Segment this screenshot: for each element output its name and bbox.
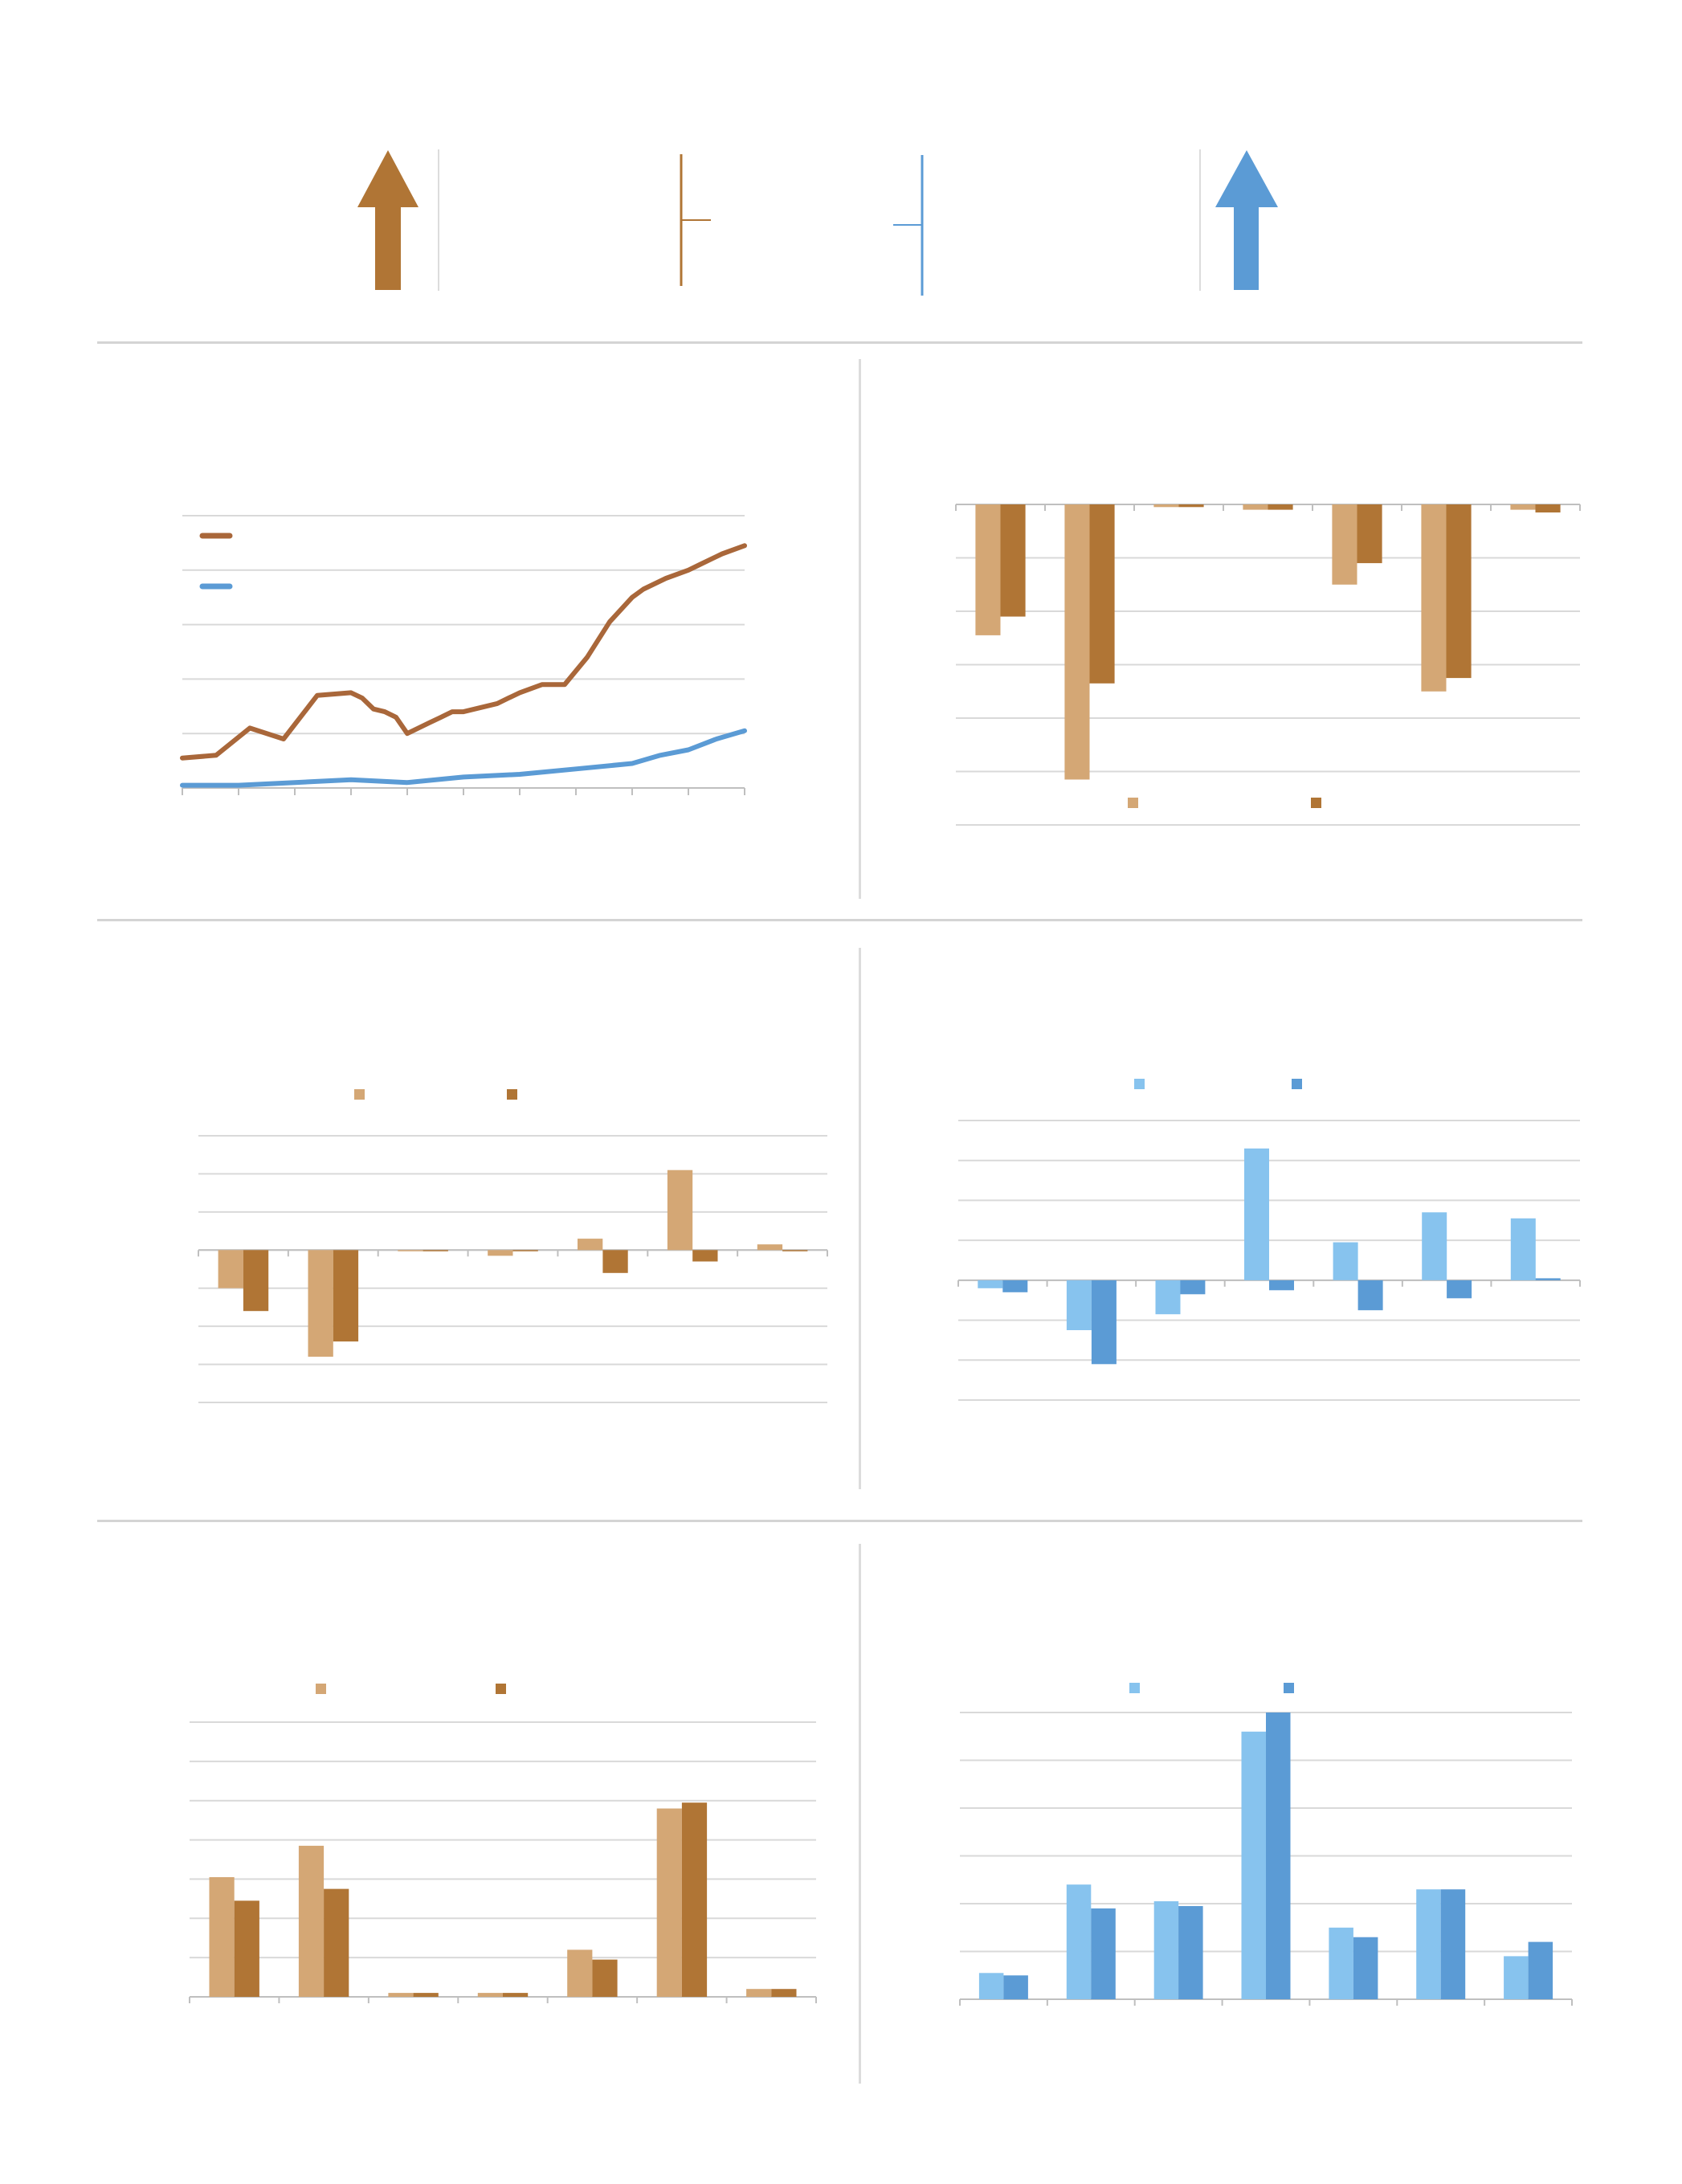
bar-series1-cat3 — [1153, 504, 1179, 508]
bar-series2-cat7 — [1528, 1941, 1553, 1999]
scale-marker-blue — [893, 155, 924, 296]
bar-series2-cat6 — [692, 1250, 718, 1262]
bar-series2-cat2 — [1091, 1908, 1116, 1999]
column-divider — [859, 948, 861, 1489]
scale-marker-brown — [680, 154, 711, 286]
bar-series2-cat6 — [681, 1802, 708, 1997]
section-divider — [97, 1520, 1582, 1522]
bar-series1-cat2 — [1066, 1280, 1092, 1330]
bar-series2-cat5 — [1357, 1280, 1383, 1311]
legend-swatch-1 — [1128, 798, 1138, 808]
bar-series2-cat7 — [1535, 1278, 1561, 1280]
bar-series2-cat4 — [1269, 1280, 1294, 1291]
bar-series2-cat7 — [771, 1989, 797, 1997]
bar-series1-cat4 — [488, 1250, 513, 1256]
bar-series1-cat1 — [978, 1280, 1003, 1288]
bar-series2-cat2 — [333, 1250, 359, 1342]
legend-swatch-2 — [1284, 1683, 1294, 1693]
bar-series2-cat1 — [243, 1250, 269, 1312]
bar-series2-cat1 — [234, 1900, 259, 1997]
legend-swatch-2 — [507, 1089, 517, 1100]
bar-series1-cat7 — [757, 1244, 783, 1251]
bar-series1-cat6 — [656, 1808, 682, 1997]
bar-series2-cat4 — [503, 1993, 529, 1997]
bar-series1-cat1 — [975, 504, 1001, 635]
bar-series1-cat7 — [746, 1989, 772, 1997]
bar-series1-cat5 — [1333, 1242, 1358, 1280]
legend-swatch-2 — [1311, 798, 1321, 808]
bar-series2-cat4 — [1268, 504, 1293, 510]
bar-series2-cat3 — [1180, 1280, 1206, 1295]
bar-series2-cat1 — [1000, 504, 1026, 617]
up-arrow-icon — [357, 150, 418, 290]
bar-series2-cat6 — [1440, 1889, 1466, 1999]
bar-series2-cat7 — [1535, 504, 1561, 512]
bar-series2-cat1 — [1002, 1280, 1028, 1292]
bar-series1-cat6 — [1421, 504, 1447, 692]
series-line-2 — [180, 728, 747, 788]
bar-series1-cat2 — [1064, 504, 1090, 780]
bar-series2-cat2 — [1091, 1280, 1117, 1365]
legend-swatch-1 — [1129, 1683, 1140, 1693]
bar-series1-cat4 — [477, 1993, 503, 1997]
bar-series2-cat2 — [1089, 504, 1115, 684]
bar-series2-cat4 — [512, 1250, 538, 1251]
legend-swatch-1 — [1134, 1079, 1145, 1089]
bar-series2-cat6 — [1446, 504, 1472, 679]
bar-series2-cat4 — [1266, 1713, 1291, 1999]
bar-series1-cat7 — [1504, 1956, 1529, 1999]
series-line-1 — [180, 543, 747, 761]
bar-series1-cat6 — [1416, 1889, 1441, 1999]
bar-series1-cat2 — [1066, 1884, 1092, 1999]
bar-series1-cat4 — [1244, 1148, 1269, 1280]
bar-series1-cat5 — [1332, 504, 1357, 585]
bar-series2-cat6 — [1447, 1280, 1472, 1299]
bar-series1-cat4 — [1243, 504, 1268, 510]
legend-swatch-1 — [316, 1684, 326, 1694]
legend-swatch-2 — [496, 1684, 506, 1694]
section-divider — [97, 919, 1582, 921]
bar-series2-cat3 — [413, 1993, 439, 1997]
bar-series1-cat5 — [1329, 1927, 1353, 2000]
header-strip — [357, 149, 1278, 296]
legend-swatch-2 — [1292, 1079, 1302, 1089]
column-divider — [859, 359, 861, 899]
bar-series2-cat5 — [1357, 504, 1382, 564]
bar-series1-cat7 — [1510, 1218, 1536, 1280]
legend-swatch-1 — [354, 1089, 365, 1100]
bar-series2-cat5 — [592, 1959, 618, 1997]
bar-series1-cat4 — [1241, 1731, 1266, 1999]
bar-series2-cat5 — [602, 1250, 628, 1273]
bar-series2-cat3 — [1178, 1906, 1203, 1999]
bar-series2-cat5 — [1353, 1937, 1378, 1999]
bar-series1-cat3 — [1153, 1901, 1179, 1999]
bar-series2-cat2 — [324, 1888, 349, 1997]
bar-series1-cat7 — [1510, 504, 1536, 510]
bar-series1-cat1 — [218, 1250, 243, 1288]
bar-series2-cat3 — [1178, 504, 1204, 508]
bar-series1-cat6 — [667, 1170, 693, 1251]
bar-series1-cat1 — [978, 1973, 1004, 1999]
bar-series2-cat1 — [1003, 1975, 1028, 2000]
bar-series1-cat3 — [388, 1993, 414, 1997]
bar-series1-cat5 — [578, 1239, 603, 1251]
up-arrow-icon — [1215, 150, 1278, 290]
bar-series1-cat3 — [1155, 1280, 1181, 1315]
bar-series1-cat5 — [567, 1949, 593, 1997]
column-divider — [859, 1544, 861, 2084]
bar-series1-cat2 — [308, 1250, 333, 1357]
bar-series1-cat6 — [1422, 1212, 1447, 1280]
bar-series1-cat2 — [298, 1845, 325, 1997]
bar-series2-cat7 — [782, 1250, 808, 1251]
section-divider — [97, 341, 1582, 344]
bar-series1-cat3 — [398, 1250, 423, 1251]
bar-series1-cat1 — [209, 1877, 235, 1997]
bar-series2-cat3 — [423, 1250, 448, 1251]
